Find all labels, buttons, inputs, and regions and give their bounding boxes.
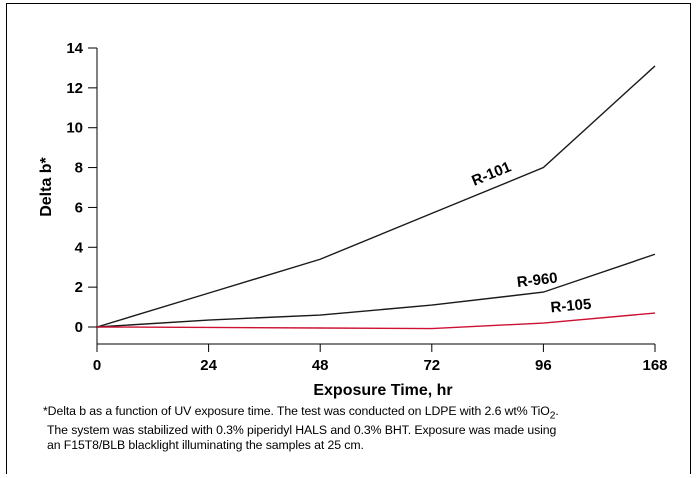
series-line-r-101 [96, 65, 656, 328]
y-tick-label: 6 [75, 199, 83, 216]
series-line-r-105 [96, 312, 656, 330]
y-tick-label: 10 [66, 120, 83, 137]
x-tick-label: 168 [642, 357, 667, 374]
x-tick-label: 24 [200, 357, 217, 374]
series-labels: R-101 R-960 R-105 [469, 158, 592, 316]
x-tick-label: 0 [93, 357, 101, 374]
series-lines [96, 65, 656, 330]
x-tick-label: 72 [423, 357, 440, 374]
y-tick-label: 4 [75, 239, 84, 256]
figure-caption: *Delta b as a function of UV exposure ti… [43, 404, 683, 453]
y-tick-label: 0 [75, 319, 83, 336]
x-tick-label: 48 [312, 357, 329, 374]
caption-line-3: an F15T8/BLB blacklight illuminating the… [47, 438, 364, 453]
figure-frame [6, 3, 691, 474]
caption-line-2: The system was stabilized with 0.3% pipe… [47, 423, 557, 438]
series-label-r-105: R-105 [550, 296, 592, 317]
caption-line-1-text: *Delta b as a function of UV exposure ti… [43, 404, 550, 418]
caption-line-1-end: . [555, 404, 559, 418]
caption-line-1: *Delta b as a function of UV exposure ti… [43, 404, 559, 422]
chart-axes [96, 48, 655, 345]
series-label-r-101: R-101 [469, 158, 513, 189]
y-tick-label: 12 [66, 80, 83, 97]
series-label-r-960: R-960 [516, 270, 559, 292]
x-tick-label: 96 [535, 357, 552, 374]
series-line-r-960 [96, 253, 656, 328]
x-axis-title: Exposure Time, hr [313, 382, 452, 399]
y-tick-label: 2 [75, 279, 83, 296]
caption-subscript: 2 [549, 410, 556, 422]
y-tick-label: 14 [66, 40, 83, 57]
x-axis-ticks: 0 24 48 72 96 168 [93, 344, 668, 374]
y-tick-label: 8 [75, 160, 83, 177]
y-axis-ticks: 0 2 4 6 8 10 12 14 [66, 40, 97, 336]
y-axis-title: Delta b* [38, 156, 55, 216]
